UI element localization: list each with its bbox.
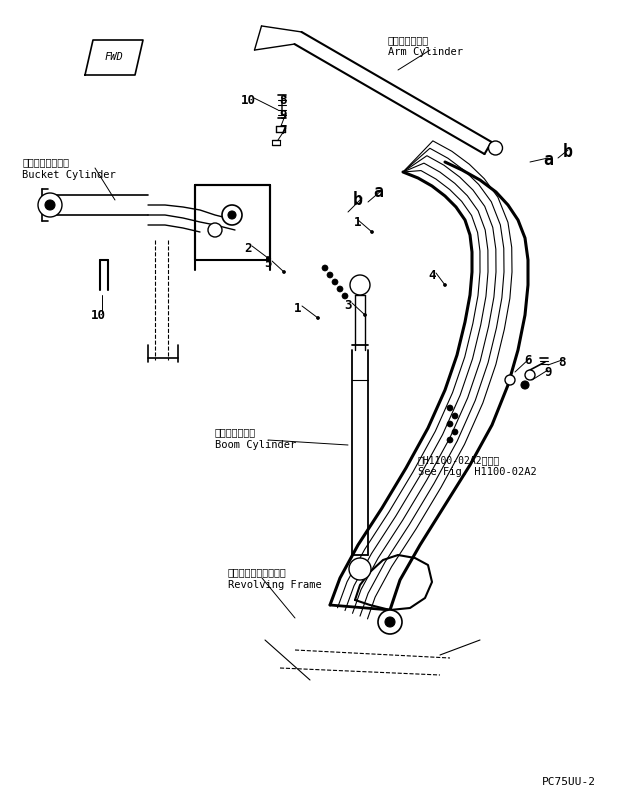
Text: ブームシリンダ: ブームシリンダ bbox=[215, 427, 256, 437]
Text: a: a bbox=[373, 183, 383, 201]
Text: 9: 9 bbox=[544, 366, 552, 378]
Circle shape bbox=[378, 610, 402, 634]
Circle shape bbox=[45, 200, 55, 210]
Circle shape bbox=[342, 293, 348, 299]
Circle shape bbox=[452, 429, 458, 435]
Text: b: b bbox=[353, 191, 363, 209]
Text: バケットシリンダ: バケットシリンダ bbox=[22, 157, 69, 167]
Text: 3: 3 bbox=[345, 298, 352, 312]
Circle shape bbox=[332, 279, 338, 285]
Text: 10: 10 bbox=[241, 94, 255, 107]
Text: 5: 5 bbox=[264, 257, 272, 270]
Circle shape bbox=[222, 205, 242, 225]
Circle shape bbox=[337, 286, 343, 292]
Circle shape bbox=[38, 193, 62, 217]
Text: See Fig. H1100-02A2: See Fig. H1100-02A2 bbox=[418, 467, 537, 477]
Circle shape bbox=[505, 375, 515, 385]
Circle shape bbox=[452, 413, 458, 419]
Text: 1: 1 bbox=[294, 301, 302, 315]
Circle shape bbox=[267, 257, 269, 259]
Circle shape bbox=[316, 316, 320, 320]
Text: Bucket Cylinder: Bucket Cylinder bbox=[22, 170, 115, 180]
Circle shape bbox=[364, 313, 366, 316]
Circle shape bbox=[371, 231, 373, 234]
Circle shape bbox=[525, 370, 535, 380]
Text: 6: 6 bbox=[524, 354, 531, 366]
Text: Revolving Frame: Revolving Frame bbox=[228, 580, 322, 590]
Text: アームシリンダ: アームシリンダ bbox=[388, 35, 429, 45]
Text: 1: 1 bbox=[354, 215, 362, 228]
Circle shape bbox=[521, 381, 529, 389]
Text: 第H1100-02A2図参照: 第H1100-02A2図参照 bbox=[418, 455, 500, 465]
Circle shape bbox=[443, 284, 447, 286]
Text: Arm Cylinder: Arm Cylinder bbox=[388, 47, 463, 57]
Circle shape bbox=[447, 437, 453, 443]
Circle shape bbox=[327, 272, 333, 278]
Circle shape bbox=[283, 270, 285, 273]
Text: 4: 4 bbox=[428, 269, 436, 281]
Text: a: a bbox=[543, 151, 553, 169]
Circle shape bbox=[489, 141, 503, 155]
Circle shape bbox=[447, 421, 453, 427]
Circle shape bbox=[385, 617, 395, 627]
Text: b: b bbox=[563, 143, 573, 161]
Text: 2: 2 bbox=[244, 242, 252, 254]
Text: 10: 10 bbox=[91, 308, 105, 321]
Circle shape bbox=[322, 265, 328, 271]
Circle shape bbox=[228, 211, 236, 219]
Circle shape bbox=[208, 223, 222, 237]
Text: FWD: FWD bbox=[105, 52, 123, 62]
Text: 8: 8 bbox=[558, 355, 566, 369]
Text: PC75UU-2: PC75UU-2 bbox=[542, 777, 596, 787]
Text: レボルビングフレーム: レボルビングフレーム bbox=[228, 567, 286, 577]
Text: 9: 9 bbox=[279, 108, 286, 122]
Text: Boom Cylinder: Boom Cylinder bbox=[215, 440, 296, 450]
Text: 7: 7 bbox=[279, 123, 286, 137]
Text: 8: 8 bbox=[279, 94, 286, 107]
Circle shape bbox=[350, 275, 370, 295]
Circle shape bbox=[349, 558, 371, 580]
Circle shape bbox=[447, 405, 453, 411]
